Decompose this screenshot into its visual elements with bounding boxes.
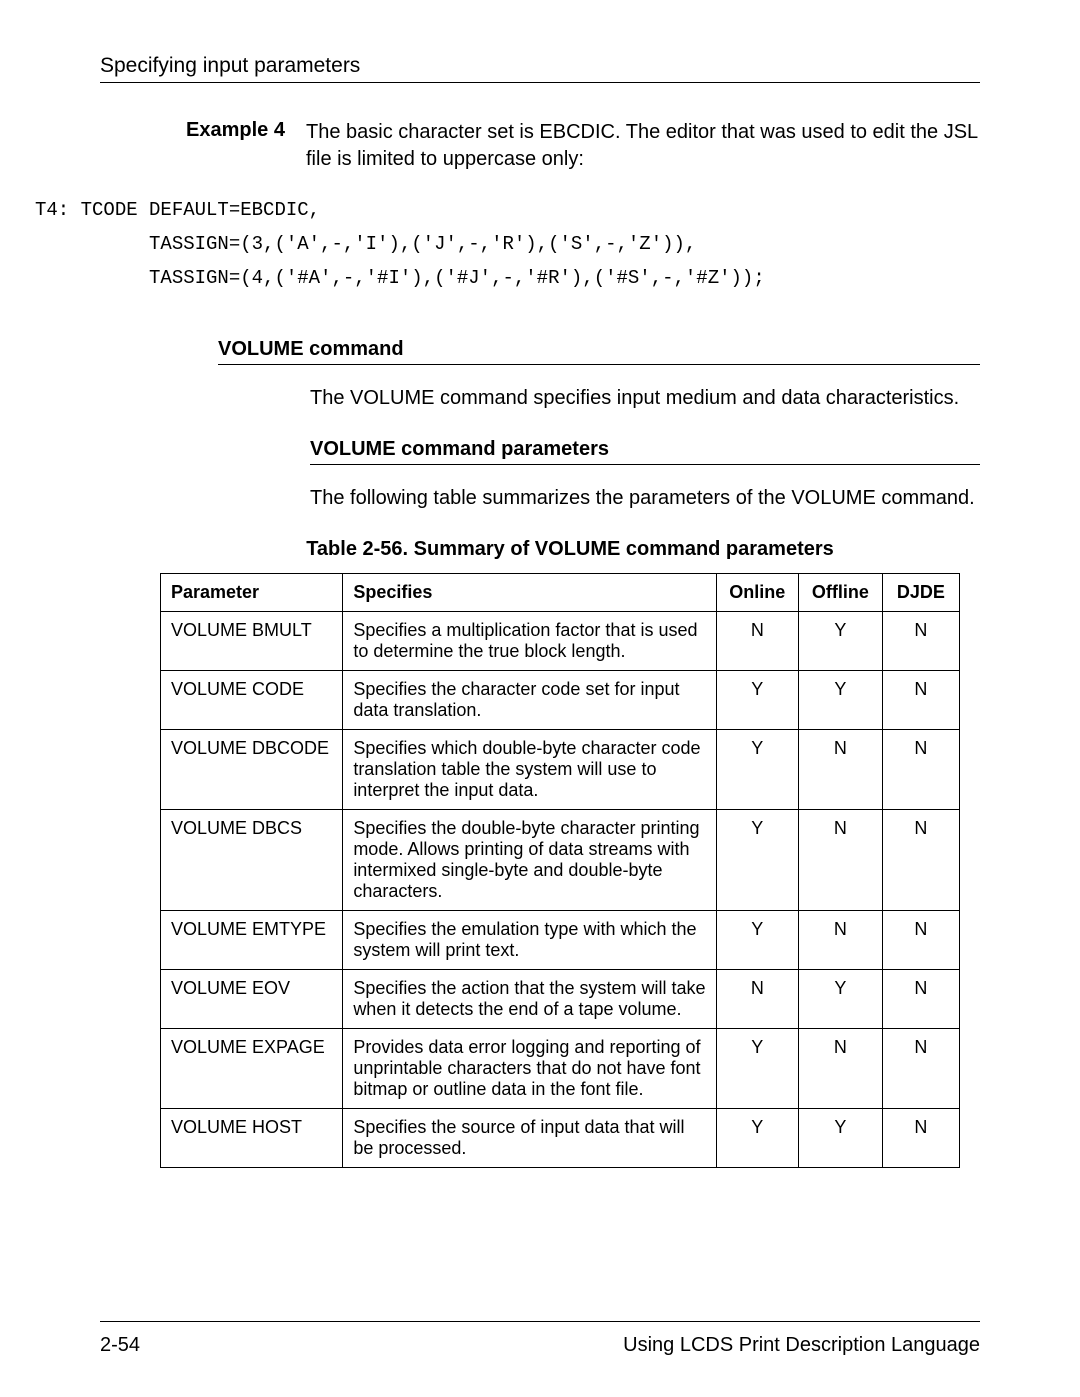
cell-djde: N — [882, 910, 959, 969]
cell-offline: Y — [799, 670, 883, 729]
cell-spec: Specifies a multiplication factor that i… — [343, 611, 716, 670]
cell-online: Y — [716, 910, 799, 969]
table-header-row: Parameter Specifies Online Offline DJDE — [161, 573, 960, 611]
cell-online: Y — [716, 1028, 799, 1108]
cell-spec: Specifies the double-byte character prin… — [343, 809, 716, 910]
code-line-3: TASSIGN=(4,('#A',-,'#I'),('#J',-,'#R'),(… — [35, 267, 765, 289]
cell-spec: Specifies the character code set for inp… — [343, 670, 716, 729]
th-specifies: Specifies — [343, 573, 716, 611]
cell-offline: Y — [799, 1108, 883, 1167]
cell-param: VOLUME BMULT — [161, 611, 343, 670]
cell-spec: Specifies the source of input data that … — [343, 1108, 716, 1167]
section-heading-volume: VOLUME command — [218, 338, 980, 365]
cell-offline: N — [799, 910, 883, 969]
cell-online: Y — [716, 729, 799, 809]
code-block: T4: TCODE DEFAULT=EBCDIC, TASSIGN=(3,('A… — [35, 193, 980, 296]
cell-online: Y — [716, 670, 799, 729]
table-row: VOLUME DBCS Specifies the double-byte ch… — [161, 809, 960, 910]
page-number: 2-54 — [100, 1334, 140, 1357]
cell-djde: N — [882, 729, 959, 809]
th-online: Online — [716, 573, 799, 611]
cell-offline: Y — [799, 611, 883, 670]
cell-offline: N — [799, 729, 883, 809]
example-block: Example 4 The basic character set is EBC… — [186, 119, 980, 173]
cell-djde: N — [882, 1028, 959, 1108]
cell-param: VOLUME HOST — [161, 1108, 343, 1167]
code-line-2: TASSIGN=(3,('A',-,'I'),('J',-,'R'),('S',… — [35, 233, 696, 255]
cell-param: VOLUME DBCODE — [161, 729, 343, 809]
th-djde: DJDE — [882, 573, 959, 611]
table-row: VOLUME EMTYPE Specifies the emulation ty… — [161, 910, 960, 969]
cell-spec: Specifies the emulation type with which … — [343, 910, 716, 969]
section-heading-params: VOLUME command parameters — [310, 438, 980, 465]
cell-djde: N — [882, 1108, 959, 1167]
cell-param: VOLUME DBCS — [161, 809, 343, 910]
cell-param: VOLUME CODE — [161, 670, 343, 729]
cell-param: VOLUME EXPAGE — [161, 1028, 343, 1108]
cell-djde: N — [882, 611, 959, 670]
section-body-params: The following table summarizes the param… — [310, 485, 980, 512]
cell-param: VOLUME EOV — [161, 969, 343, 1028]
th-parameter: Parameter — [161, 573, 343, 611]
cell-online: N — [716, 969, 799, 1028]
example-label: Example 4 — [186, 119, 306, 173]
cell-param: VOLUME EMTYPE — [161, 910, 343, 969]
page-footer: 2-54 Using LCDS Print Description Langua… — [100, 1321, 980, 1357]
table-caption: Table 2-56. Summary of VOLUME command pa… — [160, 538, 980, 561]
cell-offline: N — [799, 1028, 883, 1108]
cell-spec: Specifies which double-byte character co… — [343, 729, 716, 809]
code-line-1: T4: TCODE DEFAULT=EBCDIC, — [35, 199, 320, 221]
cell-spec: Provides data error logging and reportin… — [343, 1028, 716, 1108]
table-row: VOLUME EXPAGE Provides data error loggin… — [161, 1028, 960, 1108]
cell-online: Y — [716, 809, 799, 910]
example-text: The basic character set is EBCDIC. The e… — [306, 119, 980, 173]
cell-djde: N — [882, 809, 959, 910]
cell-djde: N — [882, 670, 959, 729]
cell-online: N — [716, 611, 799, 670]
table-row: VOLUME DBCODE Specifies which double-byt… — [161, 729, 960, 809]
section-body-volume: The VOLUME command specifies input mediu… — [310, 385, 980, 412]
table-row: VOLUME HOST Specifies the source of inpu… — [161, 1108, 960, 1167]
table-row: VOLUME CODE Specifies the character code… — [161, 670, 960, 729]
cell-offline: Y — [799, 969, 883, 1028]
cell-online: Y — [716, 1108, 799, 1167]
table-row: VOLUME EOV Specifies the action that the… — [161, 969, 960, 1028]
cell-spec: Specifies the action that the system wil… — [343, 969, 716, 1028]
footer-text: Using LCDS Print Description Language — [623, 1334, 980, 1357]
cell-djde: N — [882, 969, 959, 1028]
page-header: Specifying input parameters — [100, 54, 980, 83]
table-row: VOLUME BMULT Specifies a multiplication … — [161, 611, 960, 670]
cell-offline: N — [799, 809, 883, 910]
th-offline: Offline — [799, 573, 883, 611]
volume-params-table: Parameter Specifies Online Offline DJDE … — [160, 573, 960, 1168]
